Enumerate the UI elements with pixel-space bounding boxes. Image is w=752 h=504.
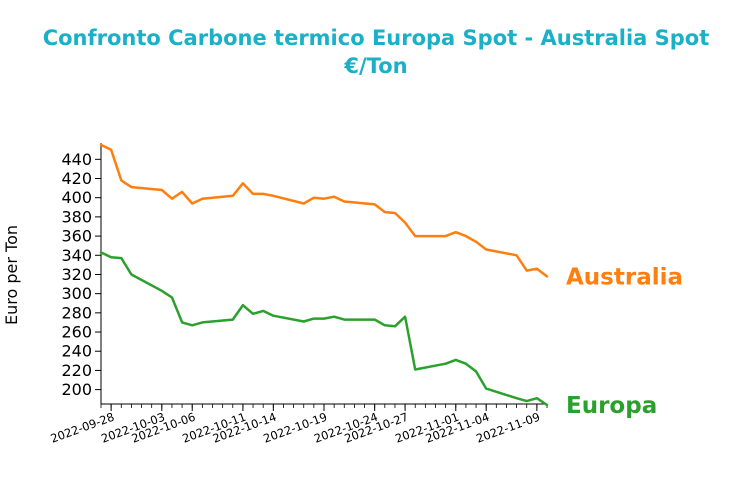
y-tick-label: 340 [61, 246, 92, 265]
series-line-europa [99, 251, 549, 407]
chart-title-line2: €/Ton [344, 54, 408, 78]
y-tick-label: 440 [61, 150, 92, 169]
y-tick-label: 420 [61, 169, 92, 188]
y-tick-label: 300 [61, 284, 92, 303]
chart-title-line1: Confronto Carbone termico Europa Spot - … [42, 26, 710, 50]
x-axis: 2022-09-282022-10-032022-10-062022-10-11… [49, 403, 548, 446]
y-tick-label: 320 [61, 265, 92, 284]
y-tick-label: 220 [61, 361, 92, 380]
series-line-australia [99, 143, 549, 278]
series-labels: Australia Europa [566, 264, 683, 419]
chart-title: Confronto Carbone termico Europa Spot - … [0, 24, 752, 80]
y-tick-label: 360 [61, 227, 92, 246]
y-tick-label: 400 [61, 188, 92, 207]
y-tick-label: 260 [61, 323, 92, 342]
series-lines [99, 143, 549, 407]
y-tick-label: 200 [61, 380, 92, 399]
series-label-australia: Australia [566, 264, 683, 290]
series-label-europa: Europa [566, 393, 657, 419]
y-tick-label: 280 [61, 303, 92, 322]
y-tick-label: 240 [61, 342, 92, 361]
y-tick-label: 380 [61, 207, 92, 226]
y-axis-label: Euro per Ton [2, 225, 21, 325]
